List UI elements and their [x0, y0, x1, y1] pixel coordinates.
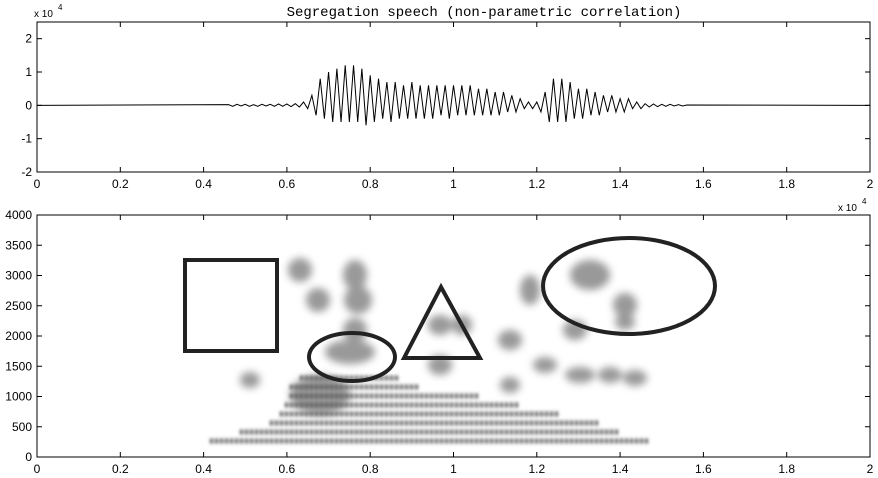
y-tick-label: 2000 [5, 329, 32, 343]
y-tick-label: 500 [12, 420, 32, 434]
x-tick-label: 1.2 [528, 177, 545, 191]
annotation-triangle [400, 282, 484, 360]
x-tick-label: 2 [867, 177, 874, 191]
x-tick-label: 1.8 [778, 177, 795, 191]
y-tick-label: 0 [25, 450, 32, 464]
x-tick-label: 0.8 [362, 177, 379, 191]
x-tick-label: 0.6 [279, 177, 296, 191]
y-tick-label: 1 [25, 65, 32, 79]
x-tick-label: 0.6 [279, 462, 296, 476]
axes-box [36, 214, 871, 458]
annotation-ellipse [541, 236, 717, 336]
x-tick-label: 0.4 [195, 177, 212, 191]
x-tick-label: 1 [450, 177, 457, 191]
y-multiplier-exponent: 4 [58, 3, 63, 12]
y-tick-label: -2 [21, 165, 32, 179]
waveform [36, 65, 871, 126]
axes-box [36, 21, 871, 173]
x-tick-label: 0.4 [195, 462, 212, 476]
x-tick-label: 2 [867, 462, 874, 476]
x-tick-label: 1.6 [695, 462, 712, 476]
y-tick-label: 3500 [5, 238, 32, 252]
y-tick-label: 2500 [5, 299, 32, 313]
y-multiplier: x 10 [34, 9, 53, 20]
y-tick-label: 1000 [5, 390, 32, 404]
annotation-rectangle [183, 258, 279, 353]
chart-title: Segregation speech (non-parametric corre… [287, 5, 682, 21]
x-tick-label: 1.4 [612, 462, 629, 476]
harmonics [210, 375, 650, 444]
x-tick-label: 0.2 [112, 462, 129, 476]
y-tick-label: -1 [21, 132, 32, 146]
x-tick-label: 0 [34, 462, 41, 476]
x-tick-label: 0 [34, 177, 41, 191]
annotation-ellipse [307, 331, 397, 383]
annotations [183, 236, 717, 383]
y-tick-label: 2 [25, 32, 32, 46]
x-tick-label: 1.4 [612, 177, 629, 191]
x-tick-label: 0.8 [362, 462, 379, 476]
x-tick-label: 1.2 [528, 462, 545, 476]
x-tick-label: 1.8 [778, 462, 795, 476]
y-tick-label: 0 [25, 98, 32, 112]
x-tick-label: 1 [450, 462, 457, 476]
x-multiplier-exponent: 4 [862, 197, 867, 206]
y-tick-label: 4000 [5, 208, 32, 222]
y-tick-label: 1500 [5, 359, 32, 373]
y-tick-label: 3000 [5, 269, 32, 283]
x-tick-label: 0.2 [112, 177, 129, 191]
x-multiplier: x 10 [838, 203, 857, 214]
x-tick-label: 1.6 [695, 177, 712, 191]
